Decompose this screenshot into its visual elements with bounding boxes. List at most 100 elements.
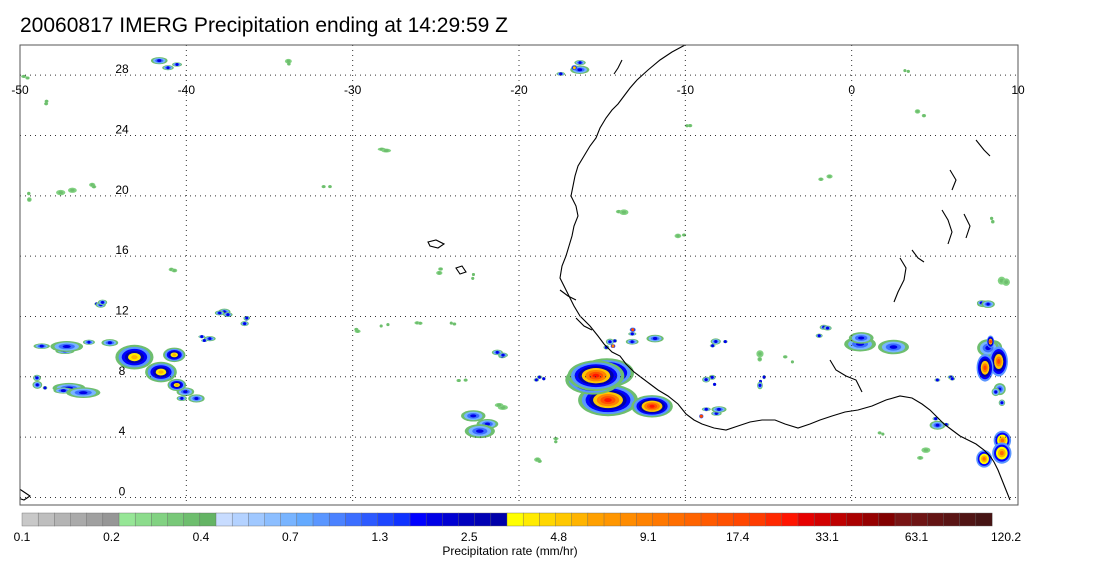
coastline <box>20 45 1011 501</box>
precip-cell <box>27 192 31 196</box>
precip-cell <box>826 326 830 330</box>
precip-cell <box>534 378 538 382</box>
precip-cell <box>495 350 499 354</box>
colorbar-swatch <box>555 512 573 527</box>
colorbar-swatch <box>878 512 896 527</box>
precip-cell <box>916 109 920 113</box>
precip-cell <box>22 74 26 78</box>
precip-cell <box>496 403 502 407</box>
precip-cell <box>471 273 475 277</box>
colorbar-swatch <box>409 512 427 527</box>
precip-cell <box>70 188 75 192</box>
precip-cell <box>983 365 987 371</box>
river <box>963 213 971 239</box>
lat-label: 4 <box>119 424 126 438</box>
precip-cell <box>682 233 686 237</box>
precip-cell <box>243 322 247 326</box>
precip-cell <box>878 431 882 435</box>
colorbar-swatch <box>54 512 71 527</box>
precip-cell <box>226 313 230 317</box>
precip-cell <box>758 352 762 356</box>
precip-cell <box>101 300 105 304</box>
precip-cell <box>245 316 249 320</box>
precip-cell <box>592 373 600 378</box>
colorbar-swatch <box>781 512 799 527</box>
colorbar-swatch <box>328 512 346 527</box>
colorbar <box>21 512 993 527</box>
precip-cell <box>881 432 885 436</box>
precip-cell <box>286 59 291 63</box>
precip-cell <box>611 344 615 348</box>
colorbar-swatch <box>587 512 605 527</box>
colorbar-swatch <box>215 512 233 527</box>
precip-cell <box>713 382 717 386</box>
precip-cell <box>989 340 993 344</box>
colorbar-swatch <box>636 512 653 527</box>
precip-cell <box>542 377 546 381</box>
lon-label: -10 <box>677 83 695 97</box>
precip-cell <box>652 337 658 341</box>
colorbar-swatch <box>927 512 944 527</box>
colorbar-title: Precipitation rate (mm/hr) <box>442 544 577 558</box>
colorbar-swatch <box>151 512 168 527</box>
river <box>829 359 863 393</box>
river <box>575 317 593 331</box>
colorbar-swatch <box>668 512 686 527</box>
precip-cell <box>131 355 138 360</box>
colorbar-swatch <box>652 512 670 527</box>
precip-cell <box>758 357 762 361</box>
colorbar-swatch <box>167 512 185 527</box>
precip-cell <box>649 404 655 408</box>
colorbar-swatch <box>846 512 864 527</box>
river <box>911 249 925 263</box>
precip-cell <box>714 411 718 415</box>
colorbar-tick-label: 0.4 <box>193 530 210 544</box>
precip-cell <box>676 234 680 238</box>
island-coast <box>455 265 467 275</box>
precip-cell <box>78 391 88 395</box>
colorbar-swatch <box>199 512 217 527</box>
precip-cell <box>218 311 222 315</box>
precip-cell <box>87 340 91 344</box>
precip-cell <box>322 185 326 189</box>
precip-cell <box>44 102 48 106</box>
colorbar-tick-label: 1.3 <box>371 530 388 544</box>
precip-cell <box>699 414 703 418</box>
precip-cell <box>578 61 582 65</box>
lat-label: 0 <box>119 484 126 498</box>
colorbar-swatch <box>603 512 621 527</box>
precip-cell <box>437 271 441 275</box>
precip-cell <box>903 69 907 73</box>
colorbar-swatch <box>86 512 104 527</box>
precip-cell <box>92 185 96 189</box>
lat-label: 28 <box>115 62 129 76</box>
precip-cell <box>906 69 910 73</box>
precip-cell <box>613 339 617 343</box>
precip-cell <box>157 59 162 63</box>
colorbar-tick-label: 33.1 <box>815 530 839 544</box>
precip-cell <box>935 378 939 382</box>
precip-cell <box>923 448 929 452</box>
river <box>559 289 577 301</box>
precip-cell <box>704 407 708 411</box>
colorbar-swatch <box>716 512 734 527</box>
precip-cell <box>183 390 188 394</box>
precip-cell <box>35 376 39 380</box>
map-title: 20060817 IMERG Precipitation ending at 1… <box>20 14 508 37</box>
precip-cell <box>58 191 63 195</box>
colorbar-swatch <box>959 512 977 527</box>
lat-label: 12 <box>115 303 129 317</box>
colorbar-swatch <box>102 512 120 527</box>
precip-cell <box>45 99 49 103</box>
precip-cell <box>604 398 612 403</box>
precip-cell <box>107 341 112 345</box>
precip-cell <box>60 389 66 393</box>
precip-cell <box>572 66 576 70</box>
colorbar-swatch <box>312 512 330 527</box>
precip-cell <box>990 216 994 220</box>
precip-cell <box>538 459 542 463</box>
colorbar-swatch <box>21 512 39 527</box>
longitude-labels: -50 -40 -30 -20 -10 0 10 <box>11 83 1025 97</box>
colorbar-swatch <box>506 512 524 527</box>
